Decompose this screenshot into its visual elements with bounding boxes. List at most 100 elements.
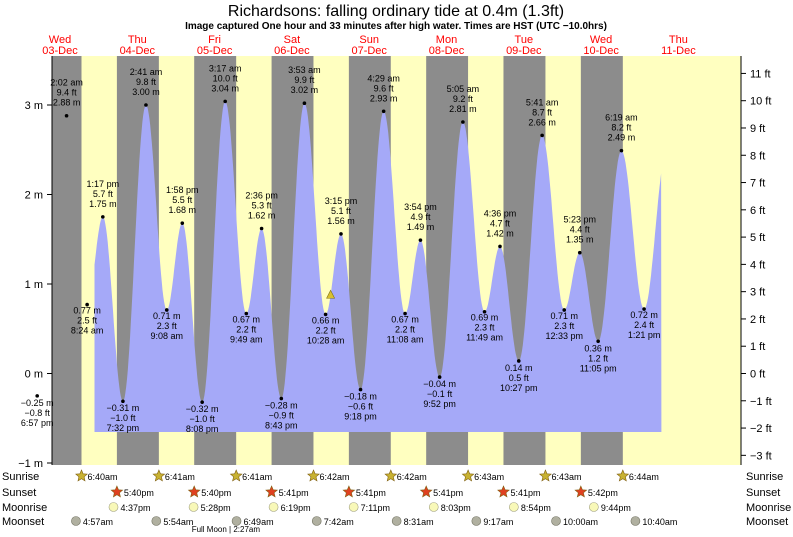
moonrise-icon xyxy=(268,502,279,512)
tide-m-label: 1.35 m xyxy=(566,235,594,245)
tide-time-label: 7:32 pm xyxy=(107,423,140,433)
sunrise-icon xyxy=(461,469,475,482)
tide-m-label: 1.56 m xyxy=(327,216,355,226)
tide-ft-label: 2.3 ft xyxy=(554,321,575,331)
moonset-icon xyxy=(471,516,482,526)
tide-ft-label: 9.6 ft xyxy=(374,83,395,93)
tide-time-label: 5:23 pm xyxy=(563,215,596,225)
day-date: 09-Dec xyxy=(506,45,542,57)
tide-m-label: 1.75 m xyxy=(89,199,117,209)
moonrise-time: 7:11pm xyxy=(361,503,390,513)
tide-point: 6:19 am8.2 ft2.49 m xyxy=(605,113,638,153)
tide-time-label: 2:36 pm xyxy=(245,191,278,201)
y-right-tick-label: 1 ft xyxy=(750,341,765,353)
tide-m-label: 0.69 m xyxy=(471,313,499,323)
moonrise-icon xyxy=(108,502,119,512)
tide-point: 3:54 pm4.9 ft1.49 m xyxy=(404,202,437,242)
sunrise-icon xyxy=(75,469,88,482)
sunrise-time: 6:44am xyxy=(629,472,659,482)
moonset-icon xyxy=(630,516,641,526)
tide-point: 2:02 am9.4 ft2.88 m xyxy=(50,78,83,118)
sunrise-time: 6:41am xyxy=(242,472,272,482)
tide-point: 3:15 pm5.1 ft1.56 m xyxy=(325,196,358,236)
moonset-time: 10:00am xyxy=(563,517,598,527)
tide-point-dot xyxy=(244,311,249,316)
tide-point-dot xyxy=(101,215,105,219)
sunset-icon xyxy=(265,485,279,498)
row-label-right: Sunset xyxy=(746,487,780,499)
sunrise-icon xyxy=(384,469,398,482)
day-date: 04-Dec xyxy=(120,45,156,57)
tide-time-label: 4:36 pm xyxy=(484,208,517,218)
tide-time-label: 8:08 pm xyxy=(186,424,219,434)
tide-point: 0.72 m2.4 ft1:21 pm xyxy=(628,307,661,340)
tide-m-label: 0.71 m xyxy=(153,311,181,321)
sunrise-time: 6:43am xyxy=(474,472,504,482)
tide-time-label: 8:24 am xyxy=(71,326,104,336)
day-of-week: Wed xyxy=(590,34,612,46)
tide-m-label: 2.81 m xyxy=(449,104,477,114)
tide-point: 4:29 am9.6 ft2.93 m xyxy=(367,73,400,114)
tide-point-dot xyxy=(381,109,386,114)
sunset-time: 5:41pm xyxy=(356,488,386,498)
y-left-tick-label: −1 m xyxy=(18,458,43,470)
tide-point: −0.25 m−0.8 ft6:57 pm xyxy=(21,394,54,428)
moonrise-icon xyxy=(509,502,519,512)
sunrise-icon xyxy=(616,469,630,482)
tide-ft-label: 8.2 ft xyxy=(611,123,632,133)
tide-time-label: 1:21 pm xyxy=(628,330,661,340)
y-right-tick-label: 3 ft xyxy=(750,287,765,299)
sunrise-time: 6:40am xyxy=(87,472,117,482)
tide-ft-label: 8.7 ft xyxy=(532,107,553,117)
axes: −1 m 0 m 1 m 2 m 3 m −3 ft −2 ft −1 ft 0 ft 1 ft 2… xyxy=(18,56,772,470)
tide-m-label: 0.36 m xyxy=(584,343,612,353)
tide-time-label: 2:02 am xyxy=(50,78,83,88)
tide-time-label: 11:49 am xyxy=(466,333,503,343)
day-date: 03-Dec xyxy=(42,45,78,57)
day-of-week: Thu xyxy=(669,34,688,46)
sunset-time: 5:41pm xyxy=(279,488,309,498)
tide-time-label: 3:53 am xyxy=(288,65,321,75)
tide-point-dot xyxy=(302,101,307,106)
row-label-left: Sunset xyxy=(2,487,36,499)
tide-m-label: 2.88 m xyxy=(53,98,81,108)
row-label-left: Moonset xyxy=(2,516,44,528)
y-right-tick-label: 5 ft xyxy=(750,232,765,244)
sunrise-time: 6:43am xyxy=(551,472,581,482)
tide-point: 2:41 am9.8 ft3.00 m xyxy=(130,67,162,107)
y-right-tick-label: 0 ft xyxy=(750,369,765,381)
tide-point-dot xyxy=(577,250,582,255)
tide-ft-label: −0.8 ft xyxy=(25,408,51,418)
sunset-icon xyxy=(342,485,356,498)
moonset-icon xyxy=(391,516,402,526)
moonrise-time: 8:54pm xyxy=(521,503,551,513)
moonset-icon xyxy=(71,516,81,526)
moonset-icon xyxy=(151,516,162,526)
y-left-tick-label: 0 m xyxy=(25,369,43,381)
tide-time-label: 1:58 pm xyxy=(166,185,199,195)
current-tide-marker xyxy=(326,289,336,299)
tide-point-dot xyxy=(64,113,69,118)
tide-ft-label: 2.5 ft xyxy=(77,316,98,326)
day-date: 11-Dec xyxy=(661,45,696,57)
tide-point-dot xyxy=(339,232,343,236)
chart-title: Richardsons: falling ordinary tide at 0.… xyxy=(228,3,564,20)
tide-point-dot xyxy=(35,394,39,398)
tide-time-label: 3:15 pm xyxy=(325,196,358,206)
day-date: 08-Dec xyxy=(429,45,465,57)
moonset-time: 9:17am xyxy=(483,517,513,527)
moonrise-time: 4:37pm xyxy=(120,503,150,513)
tide-point-dot xyxy=(358,387,363,392)
day-of-week: Sun xyxy=(359,34,379,46)
tide-point: 5:05 am9.2 ft2.81 m xyxy=(447,84,479,124)
tide-ft-label: 9.4 ft xyxy=(57,88,78,98)
tide-point: −0.32 m−1.0 ft8:08 pm xyxy=(186,400,219,434)
tide-point-dot xyxy=(200,400,204,404)
tide-ft-label: 4.7 ft xyxy=(490,218,511,228)
moonrise-time: 5:28pm xyxy=(201,503,231,513)
